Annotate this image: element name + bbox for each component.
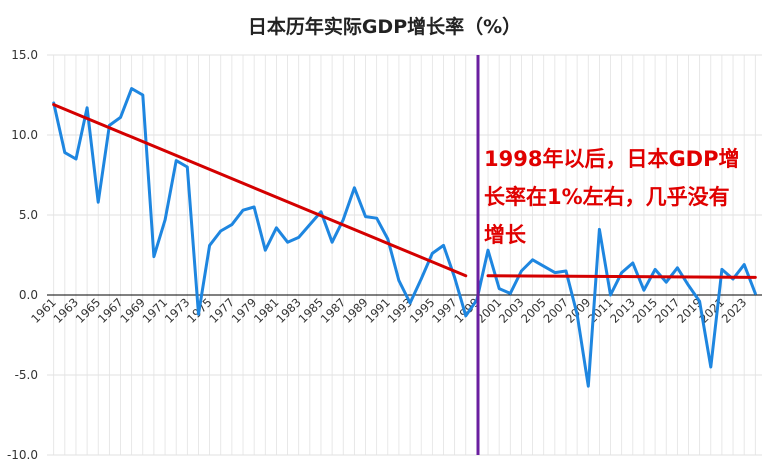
x-tick-label: 1971 (140, 295, 171, 326)
data-point (63, 151, 67, 154)
data-point (186, 165, 189, 169)
data-point (531, 258, 534, 261)
data-point (542, 265, 545, 268)
y-tick-label: -10.0 (7, 448, 38, 462)
x-tick-label: 1963 (50, 295, 81, 326)
data-point (431, 252, 434, 255)
trendline (486, 274, 757, 279)
data-point (564, 269, 568, 273)
data-point (742, 263, 746, 266)
x-tick-label: 2017 (652, 295, 683, 326)
data-point (442, 244, 445, 247)
x-tick-label: 1985 (295, 295, 326, 326)
grid (47, 54, 762, 456)
x-tick-label: 1967 (95, 295, 126, 326)
data-point (553, 271, 557, 274)
data-point (286, 241, 289, 244)
data-point (420, 277, 423, 281)
data-point (642, 289, 646, 292)
x-tick-label: 2005 (518, 295, 549, 326)
data-point (408, 301, 412, 305)
x-tick-label: 1969 (117, 295, 148, 326)
data-point (509, 292, 512, 295)
chart-title: 日本历年实际GDP增长率（%） (247, 16, 522, 38)
data-point (319, 210, 323, 213)
data-point (598, 228, 601, 231)
data-point (230, 223, 234, 226)
x-tick-label: 2013 (607, 295, 638, 326)
x-tick-label: 1997 (429, 295, 460, 326)
data-point (754, 292, 757, 295)
data-point (497, 287, 501, 290)
data-point (520, 269, 523, 273)
x-tick-label: 2003 (496, 295, 527, 326)
x-tick-label: 1987 (318, 295, 349, 326)
data-point (74, 157, 78, 161)
data-point (275, 226, 278, 229)
x-tick-label: 2023 (719, 295, 750, 326)
x-tick-label: 1983 (273, 295, 304, 326)
data-point (241, 209, 245, 212)
data-point (152, 255, 156, 258)
data-point (197, 313, 200, 316)
data-point (397, 279, 401, 282)
data-point (609, 293, 612, 297)
data-point (486, 249, 490, 252)
y-tick-label: -5.0 (15, 368, 38, 382)
trendline (52, 103, 468, 278)
data-point (353, 186, 356, 189)
x-tick-label: 2015 (630, 295, 661, 326)
data-point (308, 223, 312, 226)
x-axis-ticks: 1961196319651967196919711973197519771979… (28, 295, 749, 326)
data-point (676, 266, 679, 269)
x-tick-label: 1979 (229, 295, 260, 326)
x-tick-label: 1977 (206, 295, 237, 326)
data-point (219, 229, 222, 233)
data-point (342, 218, 345, 221)
x-tick-label: 1991 (362, 295, 393, 326)
data-point (687, 284, 690, 287)
data-point (453, 276, 456, 279)
data-point (163, 218, 167, 221)
data-point (698, 300, 701, 303)
x-tick-label: 2011 (585, 295, 616, 326)
data-point (119, 116, 122, 119)
data-point (620, 271, 623, 274)
data-point (375, 217, 378, 220)
data-point (252, 205, 256, 209)
y-tick-label: 5.0 (19, 208, 38, 222)
y-axis-ticks: -10.0 -5.0 0.0 5.0 10.0 15.0 (7, 48, 38, 462)
data-point (141, 93, 144, 97)
x-tick-label: 1981 (251, 295, 282, 326)
data-point (386, 237, 389, 241)
data-point (130, 87, 133, 90)
data-point (85, 106, 89, 110)
data-point (208, 244, 211, 247)
data-point (330, 241, 334, 244)
data-point (720, 268, 724, 271)
y-tick-label: 15.0 (11, 48, 38, 62)
x-tick-label: 1989 (340, 295, 371, 326)
trendline-layer (52, 103, 757, 279)
data-point (653, 268, 657, 271)
data-point (709, 365, 712, 369)
data-point (97, 201, 100, 204)
data-point (464, 314, 467, 317)
data-point (575, 313, 579, 316)
x-tick-label: 2007 (541, 295, 572, 326)
data-point (364, 215, 367, 218)
data-point (665, 281, 668, 284)
x-tick-label: 1965 (73, 295, 104, 326)
y-tick-label: 0.0 (19, 288, 38, 302)
x-tick-label: 1973 (162, 295, 193, 326)
data-point (264, 249, 267, 252)
annotation-text: 1998年以后，日本GDP增 长率在1%左右，几乎没有 增长 (484, 147, 740, 247)
data-point (587, 385, 590, 388)
data-point (174, 159, 178, 162)
data-point (631, 261, 635, 265)
data-point (297, 236, 300, 239)
y-tick-label: 10.0 (11, 128, 38, 142)
